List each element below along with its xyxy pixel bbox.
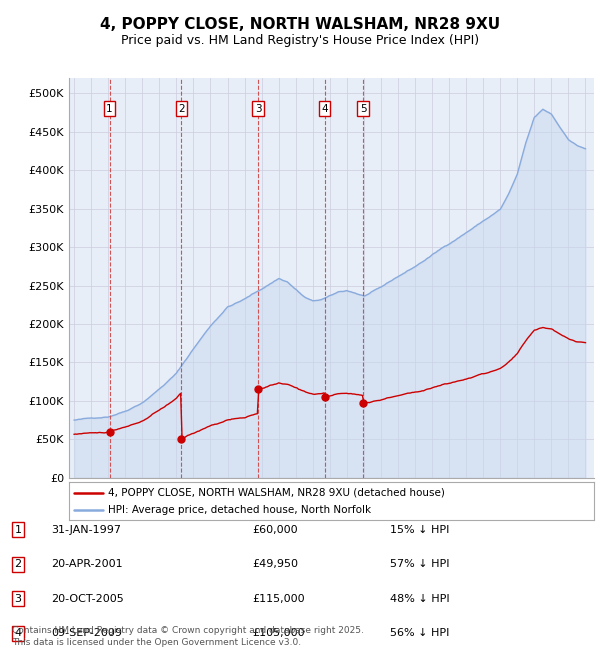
Text: 4: 4 bbox=[321, 104, 328, 114]
Text: 2: 2 bbox=[178, 104, 185, 114]
Text: HPI: Average price, detached house, North Norfolk: HPI: Average price, detached house, Nort… bbox=[109, 505, 371, 515]
Text: 1: 1 bbox=[14, 525, 22, 535]
Text: 4: 4 bbox=[14, 628, 22, 638]
Text: £49,950: £49,950 bbox=[252, 559, 298, 569]
Text: 5: 5 bbox=[360, 104, 367, 114]
Text: 3: 3 bbox=[14, 593, 22, 604]
Text: Contains HM Land Registry data © Crown copyright and database right 2025.
This d: Contains HM Land Registry data © Crown c… bbox=[12, 626, 364, 647]
Text: 3: 3 bbox=[255, 104, 262, 114]
Text: 56% ↓ HPI: 56% ↓ HPI bbox=[390, 628, 449, 638]
Text: Price paid vs. HM Land Registry's House Price Index (HPI): Price paid vs. HM Land Registry's House … bbox=[121, 34, 479, 47]
Text: 2: 2 bbox=[14, 559, 22, 569]
Text: 31-JAN-1997: 31-JAN-1997 bbox=[51, 525, 121, 535]
Text: 1: 1 bbox=[106, 104, 113, 114]
Text: 09-SEP-2009: 09-SEP-2009 bbox=[51, 628, 122, 638]
Text: 57% ↓ HPI: 57% ↓ HPI bbox=[390, 559, 449, 569]
Text: 15% ↓ HPI: 15% ↓ HPI bbox=[390, 525, 449, 535]
Text: £115,000: £115,000 bbox=[252, 593, 305, 604]
Text: 48% ↓ HPI: 48% ↓ HPI bbox=[390, 593, 449, 604]
Text: 4, POPPY CLOSE, NORTH WALSHAM, NR28 9XU (detached house): 4, POPPY CLOSE, NORTH WALSHAM, NR28 9XU … bbox=[109, 488, 445, 498]
Text: £105,000: £105,000 bbox=[252, 628, 305, 638]
Text: £60,000: £60,000 bbox=[252, 525, 298, 535]
Text: 20-APR-2001: 20-APR-2001 bbox=[51, 559, 122, 569]
Text: 4, POPPY CLOSE, NORTH WALSHAM, NR28 9XU: 4, POPPY CLOSE, NORTH WALSHAM, NR28 9XU bbox=[100, 17, 500, 32]
Text: 20-OCT-2005: 20-OCT-2005 bbox=[51, 593, 124, 604]
